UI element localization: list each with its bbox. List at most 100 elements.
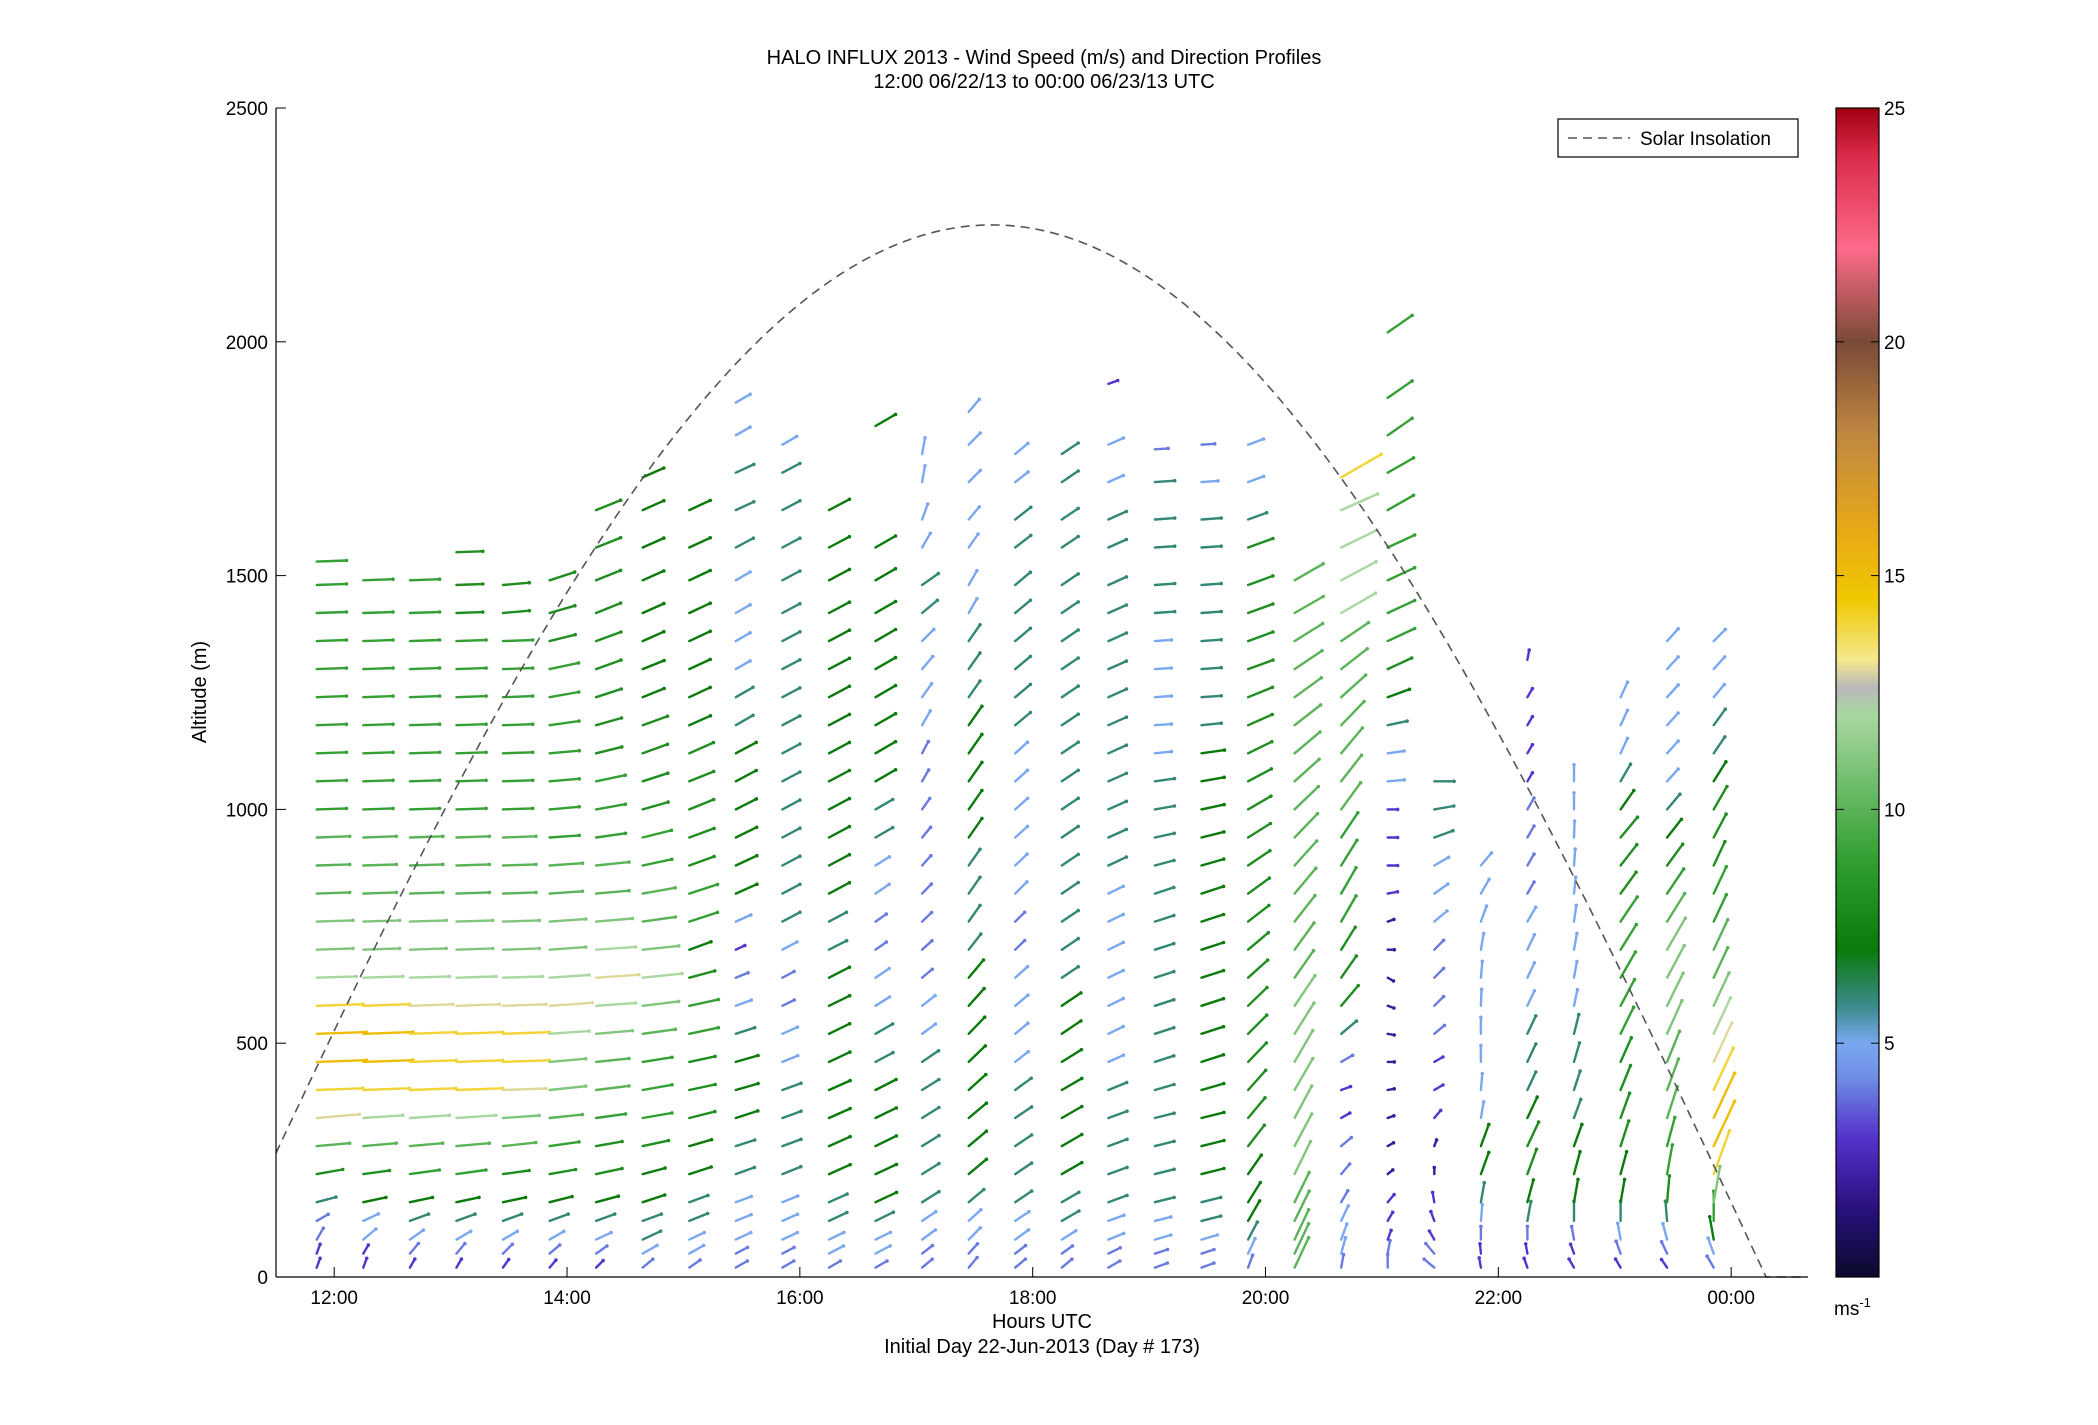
wind-vector-head bbox=[1479, 1015, 1483, 1020]
wind-vector-head bbox=[754, 797, 759, 801]
wind-vector bbox=[315, 723, 348, 727]
wind-vector bbox=[1246, 931, 1270, 951]
y-tick-label: 1000 bbox=[226, 800, 268, 821]
wind-vector bbox=[967, 597, 979, 615]
wind-vector bbox=[1014, 683, 1032, 699]
wind-vector-head bbox=[1359, 753, 1364, 758]
wind-vector-head bbox=[1388, 1238, 1392, 1243]
wind-vector bbox=[1712, 812, 1728, 839]
wind-vector-head bbox=[748, 425, 752, 429]
wind-vector bbox=[1060, 469, 1080, 484]
wind-vector bbox=[967, 817, 984, 839]
wind-vector bbox=[315, 1141, 351, 1148]
wind-vector-head bbox=[676, 999, 681, 1004]
wind-vector-head bbox=[612, 1212, 617, 1216]
wind-vector-head bbox=[1169, 638, 1174, 642]
wind-vector bbox=[781, 1246, 796, 1255]
wind-vector bbox=[1293, 595, 1325, 615]
wind-vector-head bbox=[1022, 910, 1027, 915]
wind-vector-head bbox=[673, 886, 677, 890]
wind-vector-head bbox=[1124, 743, 1129, 747]
wind-vector-head bbox=[937, 1133, 941, 1138]
wind-vector-head bbox=[1441, 966, 1446, 971]
wind-vector-head bbox=[1574, 903, 1579, 908]
wind-vector-head bbox=[484, 778, 488, 783]
wind-vector-head bbox=[1169, 666, 1174, 670]
x-tick-label: 12:00 bbox=[310, 1288, 358, 1309]
wind-vector-head bbox=[344, 610, 349, 614]
wind-vector-head bbox=[1222, 830, 1226, 834]
wind-vector bbox=[455, 1196, 481, 1204]
wind-vector-head bbox=[477, 1195, 481, 1200]
wind-vector-head bbox=[708, 714, 713, 718]
wind-vector-head bbox=[893, 739, 898, 744]
wind-vector bbox=[315, 807, 348, 811]
wind-vector bbox=[920, 709, 932, 727]
wind-vector bbox=[688, 1138, 713, 1148]
wind-vector-head bbox=[716, 1025, 721, 1030]
wind-vector bbox=[920, 599, 939, 615]
wind-vector bbox=[1153, 750, 1173, 755]
wind-vector bbox=[408, 1059, 458, 1064]
wind-vector bbox=[501, 779, 534, 783]
wind-vector bbox=[1153, 1215, 1173, 1223]
wind-vector-head bbox=[1626, 1119, 1631, 1123]
wind-vector-head bbox=[344, 666, 349, 670]
wind-vector-head bbox=[633, 945, 638, 949]
wind-vector-head bbox=[1122, 1213, 1126, 1217]
wind-vector-head bbox=[795, 1212, 800, 1216]
wind-vector bbox=[874, 1191, 898, 1204]
wind-vector bbox=[1619, 871, 1638, 895]
wind-vector-head bbox=[1124, 509, 1129, 514]
wind-vector bbox=[1339, 560, 1378, 582]
wind-vector bbox=[641, 687, 666, 699]
wind-vector bbox=[315, 947, 355, 951]
wind-vector bbox=[1246, 740, 1274, 755]
wind-vector bbox=[1014, 1105, 1033, 1120]
wind-vector-head bbox=[978, 431, 983, 435]
wind-vector bbox=[1107, 603, 1128, 615]
wind-vector bbox=[641, 1139, 670, 1148]
wind-vector-head bbox=[890, 797, 895, 802]
wind-vector bbox=[967, 505, 981, 521]
wind-vector-head bbox=[1070, 1244, 1075, 1248]
wind-vector-head bbox=[1531, 1178, 1536, 1182]
wind-vector bbox=[315, 610, 348, 615]
wind-vector-head bbox=[1026, 1021, 1030, 1025]
wind-vector-head bbox=[1026, 1049, 1030, 1054]
wind-vector-head bbox=[1580, 1122, 1584, 1127]
wind-vector bbox=[1153, 886, 1176, 895]
wind-vector-head bbox=[1255, 1220, 1260, 1224]
wind-vector bbox=[1107, 744, 1128, 755]
wind-vector bbox=[920, 768, 930, 783]
wind-vector bbox=[1060, 1019, 1083, 1036]
wind-vector-head bbox=[1676, 711, 1680, 715]
wind-vector bbox=[362, 1196, 388, 1204]
wind-vector-head bbox=[468, 1229, 473, 1234]
y-axis-label: Altitude (m) bbox=[189, 641, 211, 743]
wind-vector-head bbox=[743, 943, 747, 948]
wind-vector bbox=[1619, 1006, 1635, 1036]
wind-vector-head bbox=[1724, 812, 1728, 816]
wind-vector bbox=[967, 569, 979, 587]
wind-vector bbox=[1293, 676, 1323, 699]
wind-vector bbox=[1665, 739, 1680, 755]
wind-vector-head bbox=[1172, 609, 1177, 614]
wind-vector bbox=[1339, 1204, 1350, 1223]
wind-vector-head bbox=[1028, 654, 1033, 659]
wind-vector bbox=[315, 919, 355, 923]
wind-vector bbox=[967, 705, 984, 727]
wind-vector bbox=[594, 803, 627, 811]
wind-vector-head bbox=[842, 1230, 846, 1235]
wind-vector-head bbox=[618, 535, 623, 540]
wind-vector bbox=[362, 807, 395, 811]
wind-vector-head bbox=[1631, 1005, 1636, 1009]
wind-vector bbox=[920, 1244, 934, 1255]
wind-vector-head bbox=[1723, 627, 1728, 632]
wind-vector bbox=[1526, 1178, 1535, 1204]
wind-vector bbox=[827, 1192, 849, 1204]
wind-vector bbox=[408, 863, 445, 867]
wind-vector-head bbox=[1350, 1053, 1355, 1058]
wind-vector-head bbox=[715, 910, 720, 915]
